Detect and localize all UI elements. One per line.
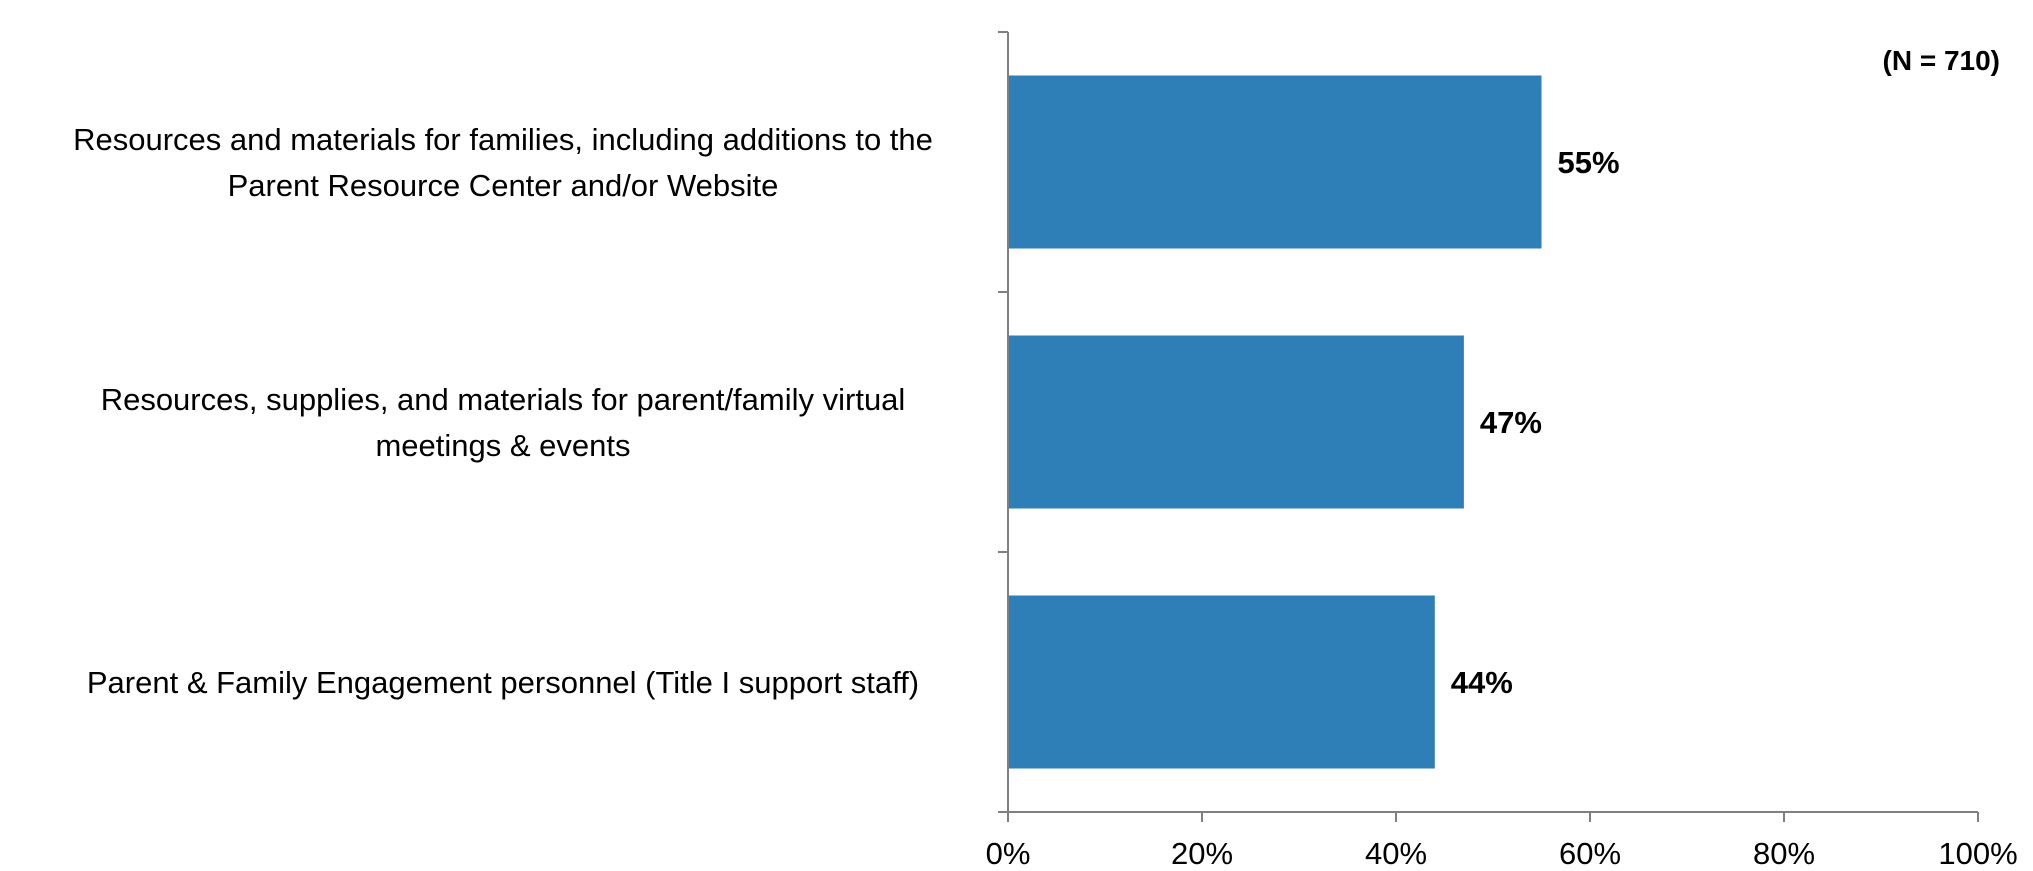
bar-2	[1008, 335, 1464, 509]
category-label-1: Resources and materials for families, in…	[73, 122, 933, 203]
data-label-3: 44%	[1451, 665, 1513, 700]
data-label-2: 47%	[1480, 405, 1542, 440]
axis-layer	[998, 31, 1979, 822]
category-label-line: meetings & events	[375, 428, 630, 463]
category-label-line: Parent Resource Center and/or Website	[228, 168, 779, 203]
x-tick-label-3: 40%	[1365, 836, 1427, 871]
category-label-3: Parent & Family Engagement personnel (Ti…	[87, 665, 919, 700]
labels-layer: 55% Resources and materials for families,…	[73, 122, 2018, 871]
bars-layer	[1008, 75, 1542, 769]
x-tick-label-5: 80%	[1753, 836, 1815, 871]
category-label-line: Parent & Family Engagement personnel (Ti…	[87, 665, 919, 700]
category-label-line: Resources, supplies, and materials for p…	[101, 382, 906, 417]
x-tick-label-1: 0%	[986, 836, 1031, 871]
bar-1	[1008, 75, 1542, 249]
category-label-2: Resources, supplies, and materials for p…	[101, 382, 906, 463]
bar-3	[1008, 595, 1435, 769]
data-label-1: 55%	[1558, 145, 1620, 180]
x-tick-label-2: 20%	[1171, 836, 1233, 871]
sample-size-note: (N = 710)	[1883, 45, 2001, 76]
x-tick-label-4: 60%	[1559, 836, 1621, 871]
category-label-line: Resources and materials for families, in…	[73, 122, 933, 157]
x-tick-label-6: 100%	[1938, 836, 2017, 871]
